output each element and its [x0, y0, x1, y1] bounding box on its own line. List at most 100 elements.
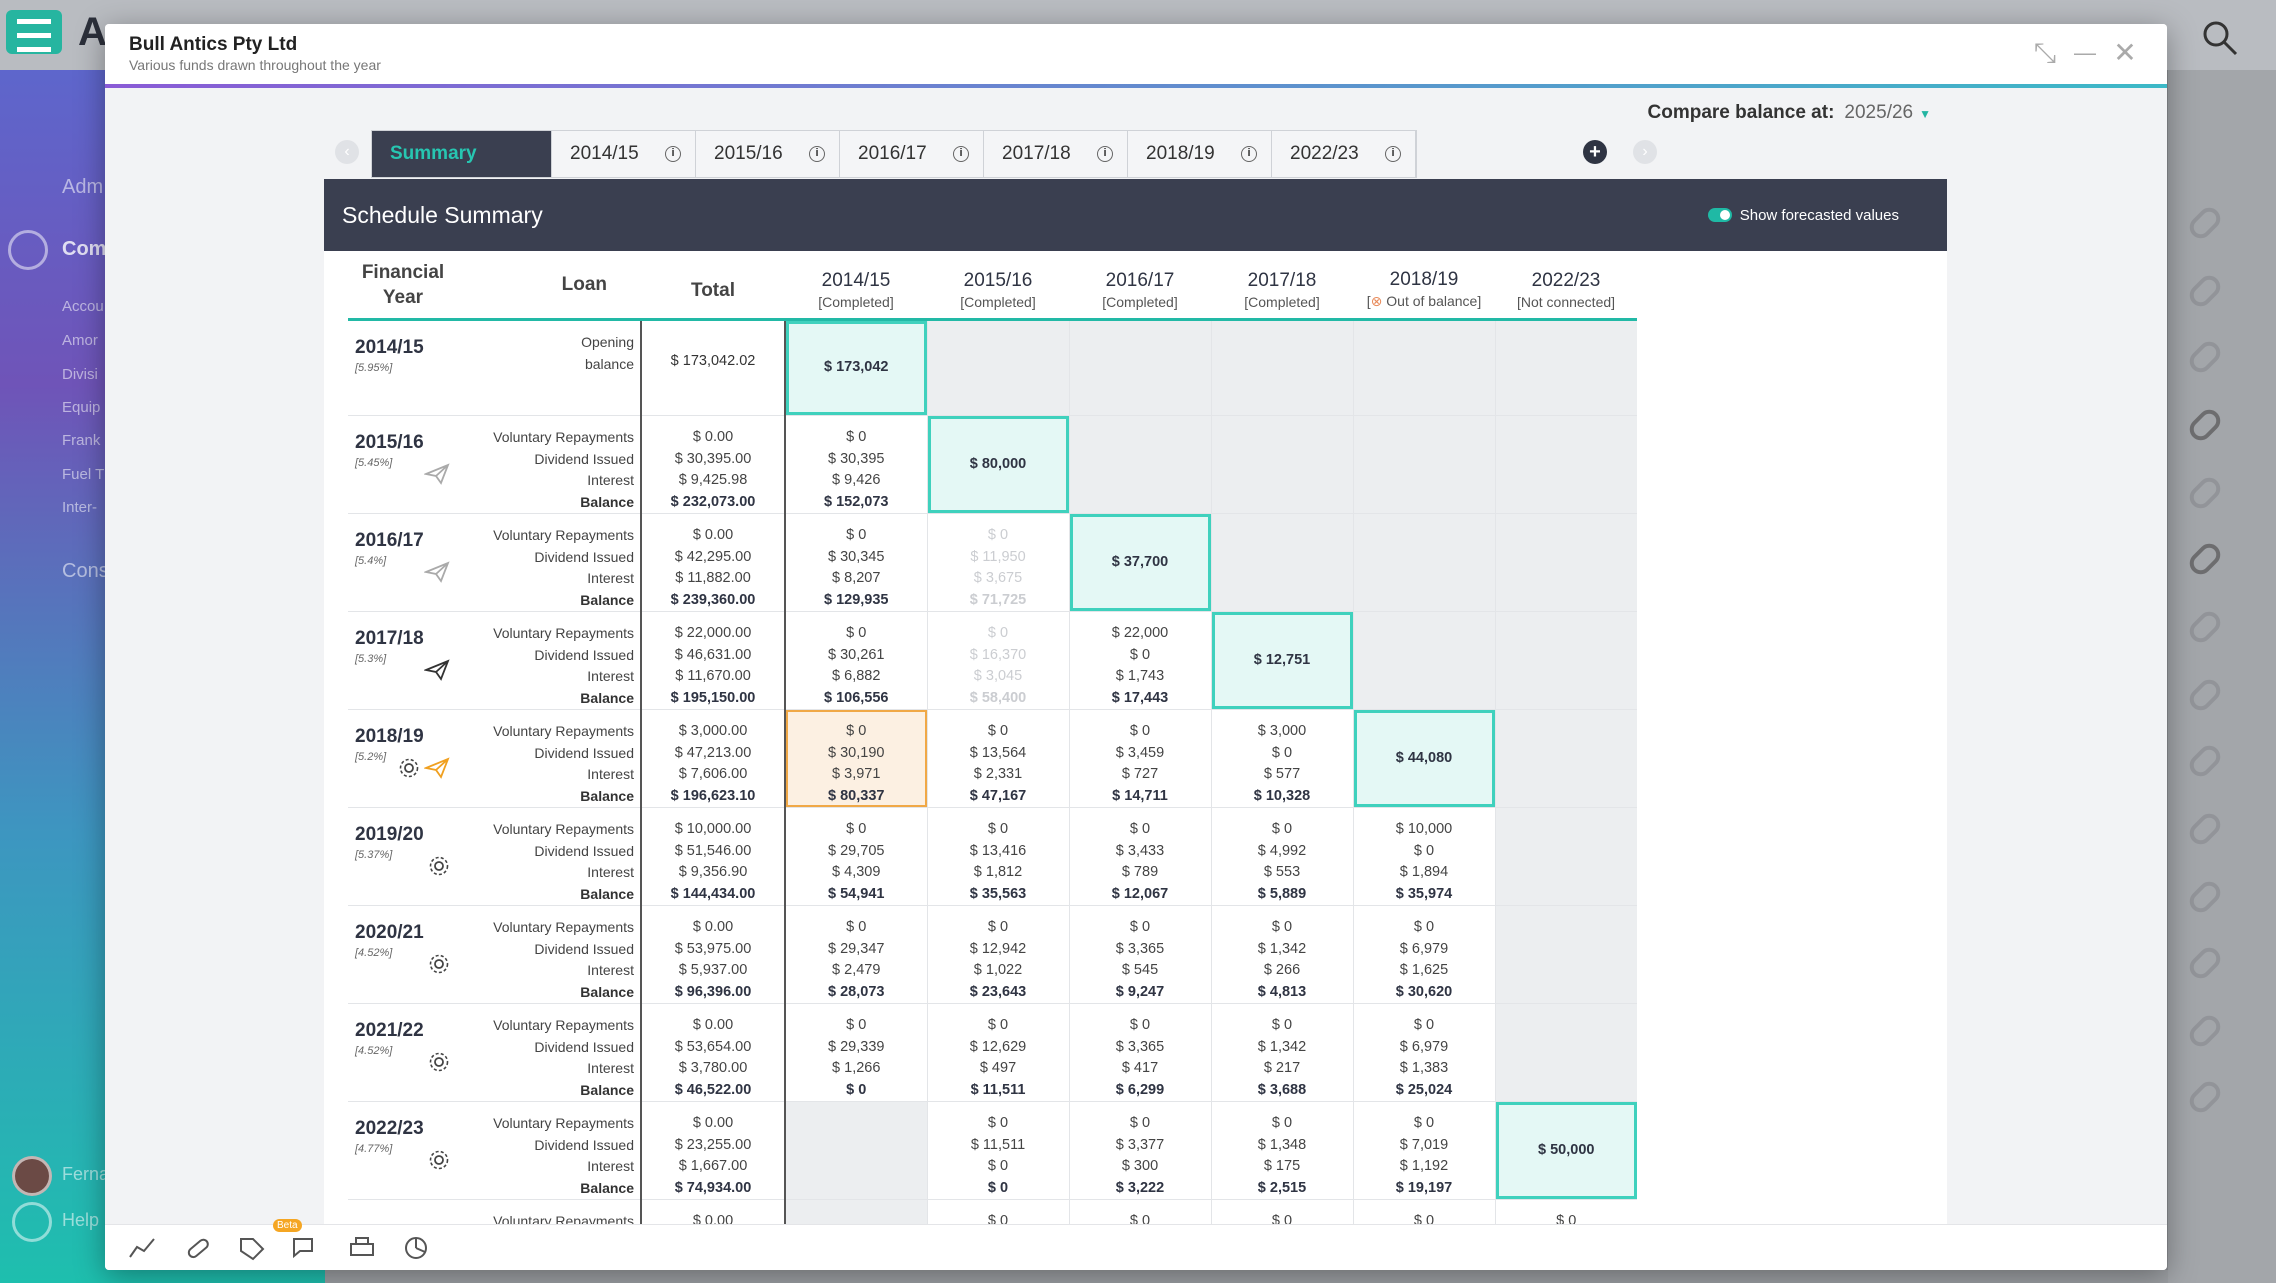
value-cell[interactable]: $ 0 $ 16,370 $ 3,045 $ 58,400 [926, 611, 1069, 710]
value-cell[interactable]: $ 0 $ 6,979 $ 1,625 $ 30,620 [1352, 905, 1495, 1004]
info-icon[interactable]: i [953, 146, 969, 162]
value-cell[interactable]: $ 0 $ 30,345 $ 8,207 $ 129,935 [784, 513, 927, 612]
chat-icon[interactable] [291, 1235, 321, 1261]
value-cell[interactable]: $ 0 $ 1,342 $ 217 $ 3,688 [1210, 1003, 1353, 1102]
value-cell[interactable]: $ 3,000 $ 0 $ 577 $ 10,328 [1210, 709, 1353, 808]
warning-icon: ⊗ [1370, 293, 1383, 309]
tab-2014-15[interactable]: 2014/15 i [552, 131, 696, 177]
forecast-toggle[interactable]: Show forecasted values [1707, 207, 1899, 224]
value-cell[interactable]: $ 0 $ 11,950 $ 3,675 $ 71,725 [926, 513, 1069, 612]
side-cons[interactable]: Cons [62, 560, 109, 582]
tab-summary[interactable]: Summary [372, 131, 552, 177]
value-cell[interactable]: $ 0 $ 3,365 $ 545 $ 9,247 [1068, 905, 1211, 1004]
tab-2016-17[interactable]: 2016/17 i [840, 131, 984, 177]
row-actions[interactable] [428, 1051, 450, 1077]
app-logo[interactable] [6, 10, 62, 54]
side-amor[interactable]: Amor [62, 332, 98, 349]
value-cell[interactable]: $ 0 $ 7,019 $ 1,192 $ 19,197 [1352, 1101, 1495, 1200]
side-user[interactable]: Ferna [62, 1164, 110, 1184]
tab-2018-19[interactable]: 2018/19 i [1128, 131, 1272, 177]
toggle-switch[interactable] [1707, 208, 1732, 222]
print-icon[interactable] [347, 1235, 377, 1261]
value-cell[interactable]: $ 0 $ 11,511 $ 0 $ 0 [926, 1101, 1069, 1200]
info-icon[interactable]: i [1097, 146, 1113, 162]
compare-balance[interactable]: Compare balance at: 2025/26 ▼ [1648, 102, 1931, 124]
collapse-icon[interactable]: ⤡ [2033, 37, 2057, 68]
info-icon[interactable]: i [665, 146, 681, 162]
info-icon[interactable]: i [1385, 146, 1401, 162]
pie-chart-icon[interactable] [401, 1235, 431, 1261]
side-frank[interactable]: Frank [62, 432, 101, 449]
send-icon[interactable] [422, 757, 450, 783]
side-equip[interactable]: Equip [62, 399, 101, 416]
value-cell[interactable]: $ 0 $ 3,433 $ 789 $ 12,067 [1068, 807, 1211, 906]
tab-2015-16[interactable]: 2015/16 i [696, 131, 840, 177]
col-year: 2017/18 [Completed] [1211, 254, 1353, 321]
value-cell[interactable]: $ 0 $ 12,629 $ 497 $ 11,511 [926, 1003, 1069, 1102]
avatar[interactable] [12, 1156, 52, 1196]
gear-icon[interactable] [398, 758, 420, 783]
side-inter[interactable]: Inter- [62, 499, 98, 516]
value-cell[interactable]: $ 12,751 [1210, 611, 1353, 710]
value-cell[interactable]: $ 173,042 [784, 319, 927, 416]
help-icon[interactable] [12, 1202, 52, 1242]
chart-line-icon[interactable] [127, 1235, 157, 1261]
info-icon[interactable]: i [1241, 146, 1257, 162]
search-icon[interactable] [2200, 18, 2240, 58]
value-cell[interactable]: $ 0 $ 3,459 $ 727 $ 14,711 [1068, 709, 1211, 808]
side-help[interactable]: Help [62, 1210, 100, 1230]
side-fuel[interactable]: Fuel T [62, 466, 105, 483]
side-comp[interactable]: Com [62, 238, 107, 260]
side-divisi[interactable]: Divisi [62, 366, 98, 383]
tab-prev-button[interactable]: ‹ [335, 140, 359, 164]
value-cell[interactable]: $ 0 $ 12,942 $ 1,022 $ 23,643 [926, 905, 1069, 1004]
table-header-row: Financial Year Loan Total 2014/15 [Comple… [348, 254, 1637, 321]
tab-2017-18[interactable]: 2017/18 i [984, 131, 1128, 177]
value-cell[interactable]: $ 0 $ 3,365 $ 417 $ 6,299 [1068, 1003, 1211, 1102]
minimize-icon[interactable]: — [2074, 40, 2096, 65]
gear-icon[interactable] [428, 1150, 450, 1175]
row-actions[interactable] [398, 757, 450, 783]
value-cell[interactable]: $ 0 $ 6,979 $ 1,383 $ 25,024 [1352, 1003, 1495, 1102]
value-cell[interactable]: $ 0 $ 1,348 $ 175 $ 2,515 [1210, 1101, 1353, 1200]
value-cell[interactable]: $ 10,000 $ 0 $ 1,894 $ 35,974 [1352, 807, 1495, 906]
info-icon[interactable]: i [809, 146, 825, 162]
value-cell[interactable]: $ 0 $ 13,564 $ 2,331 $ 47,167 [926, 709, 1069, 808]
chevron-down-icon[interactable]: ▼ [1919, 107, 1931, 121]
value-cell[interactable]: $ 50,000 [1494, 1101, 1637, 1200]
side-admin[interactable]: Adm [62, 176, 104, 198]
value-cell[interactable]: $ 0 $ 29,705 $ 4,309 $ 54,941 [784, 807, 927, 906]
modal-title: Bull Antics Pty Ltd [129, 34, 298, 55]
value-cell[interactable]: $ 80,000 [926, 415, 1069, 514]
value-cell[interactable]: $ 0 $ 4,992 $ 553 $ 5,889 [1210, 807, 1353, 906]
value-cell[interactable]: $ 0 $ 30,261 $ 6,882 $ 106,556 [784, 611, 927, 710]
row-actions[interactable] [422, 659, 450, 685]
compare-value[interactable]: 2025/26 [1844, 102, 1914, 123]
row-actions[interactable] [428, 953, 450, 979]
value-cell[interactable]: $ 37,700 [1068, 513, 1211, 612]
value-cell[interactable]: $ 0 $ 1,342 $ 266 $ 4,813 [1210, 905, 1353, 1004]
value-cell[interactable]: $ 0 $ 3,377 $ 300 $ 3,222 [1068, 1101, 1211, 1200]
tag-icon[interactable] [237, 1235, 267, 1261]
close-icon[interactable]: ✕ [2113, 37, 2137, 68]
row-actions[interactable] [422, 463, 450, 489]
value-cell[interactable]: $ 22,000 $ 0 $ 1,743 $ 17,443 [1068, 611, 1211, 710]
side-accou[interactable]: Accou [62, 298, 104, 315]
gear-icon[interactable] [428, 954, 450, 979]
value-cell[interactable]: $ 0 $ 30,395 $ 9,426 $ 152,073 [784, 415, 927, 514]
value-cell[interactable]: $ 0 $ 30,190 $ 3,971 $ 80,337 [784, 709, 927, 808]
bottom-toolbar: Beta [105, 1219, 2167, 1270]
row-actions[interactable] [428, 1149, 450, 1175]
add-tab-button[interactable]: + [1583, 140, 1607, 164]
row-actions[interactable] [422, 561, 450, 587]
value-cell[interactable]: $ 0 $ 29,347 $ 2,479 $ 28,073 [784, 905, 927, 1004]
link-icon[interactable] [183, 1235, 213, 1261]
tab-2022-23[interactable]: 2022/23 i [1272, 131, 1416, 177]
value-cell[interactable]: $ 0 $ 29,339 $ 1,266 $ 0 [784, 1003, 927, 1102]
gear-icon[interactable] [428, 1052, 450, 1077]
value-cell[interactable]: $ 0 $ 13,416 $ 1,812 $ 35,563 [926, 807, 1069, 906]
row-actions[interactable] [428, 855, 450, 881]
tab-next-button[interactable]: › [1633, 140, 1657, 164]
gear-icon[interactable] [428, 856, 450, 881]
value-cell[interactable]: $ 44,080 [1352, 709, 1495, 808]
